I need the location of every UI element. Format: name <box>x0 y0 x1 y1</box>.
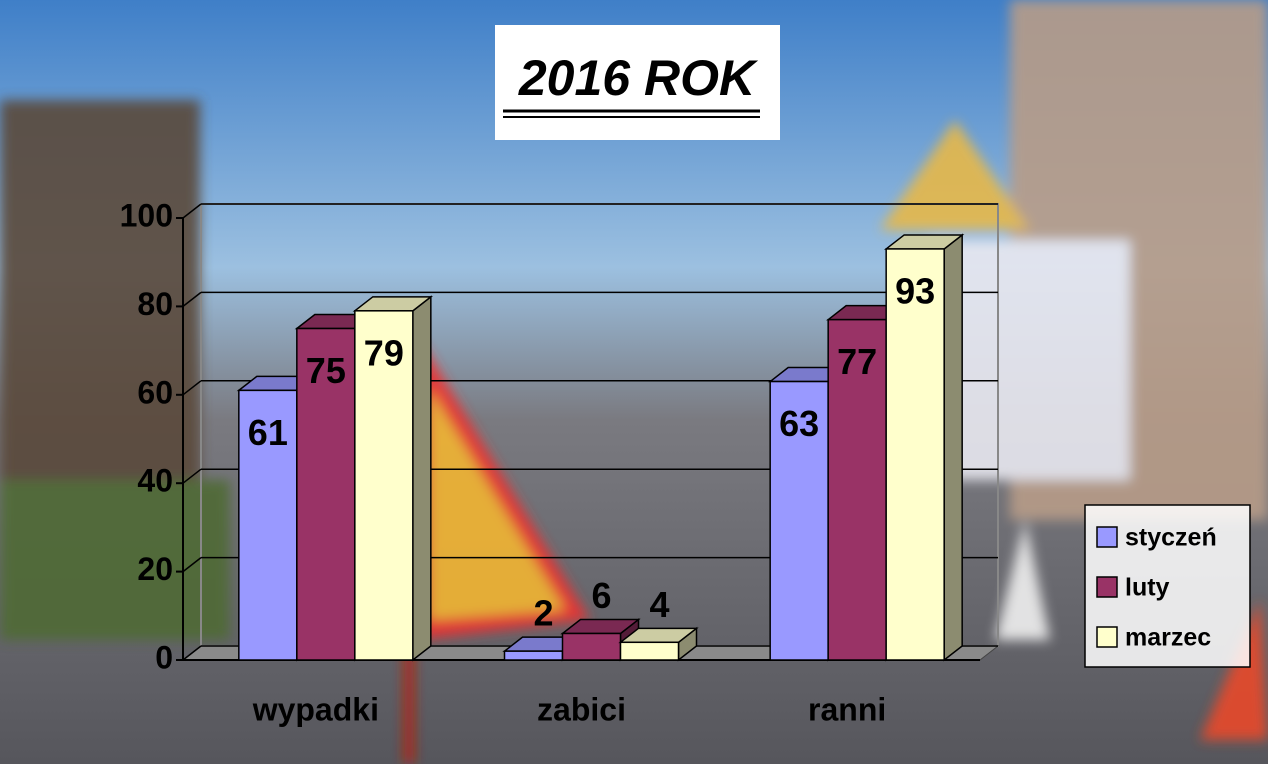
data-label: 79 <box>364 332 404 373</box>
data-label: 61 <box>248 412 288 453</box>
grid-line <box>182 645 202 661</box>
grid-line <box>182 203 202 219</box>
bar-side <box>412 295 432 662</box>
grid-line <box>182 291 202 307</box>
data-label: 77 <box>837 341 877 382</box>
bar <box>883 233 965 662</box>
y-tick-label: 40 <box>137 463 173 499</box>
bar <box>352 295 434 662</box>
bar-side <box>943 233 963 662</box>
x-tick-label: ranni <box>808 691 886 727</box>
legend-label: luty <box>1125 574 1170 602</box>
bar-front <box>354 310 414 661</box>
bar-front <box>296 327 356 661</box>
bar-front <box>885 248 945 661</box>
y-tick-label: 100 <box>120 197 173 233</box>
data-label: 63 <box>779 403 819 444</box>
data-label: 4 <box>649 584 669 625</box>
data-label: 93 <box>895 270 935 311</box>
chart-title: 2016 ROK <box>518 50 759 106</box>
bar-front <box>827 318 887 661</box>
grid-line <box>182 557 202 573</box>
bar-front <box>561 632 622 661</box>
legend-label: styczeń <box>1125 524 1217 552</box>
bar-front <box>619 641 680 661</box>
legend-swatch <box>1096 626 1118 648</box>
grid-line <box>182 380 202 396</box>
data-label: 75 <box>306 350 346 391</box>
bar-front <box>503 650 564 661</box>
x-tick-label: zabici <box>537 691 626 727</box>
data-label: 2 <box>533 593 553 634</box>
bar <box>618 626 699 662</box>
title-box <box>495 25 780 140</box>
bar-front <box>769 380 829 661</box>
bar-front <box>238 389 298 661</box>
y-tick-label: 20 <box>137 551 173 587</box>
grid-line <box>182 468 202 484</box>
y-tick-label: 60 <box>137 374 173 410</box>
legend-swatch <box>1096 526 1118 548</box>
y-tick-label: 0 <box>155 639 173 675</box>
legend-swatch <box>1096 576 1118 598</box>
x-tick-label: wypadki <box>252 691 379 727</box>
y-tick-label: 80 <box>137 286 173 322</box>
legend-label: marzec <box>1125 624 1211 652</box>
data-label: 6 <box>591 575 611 616</box>
